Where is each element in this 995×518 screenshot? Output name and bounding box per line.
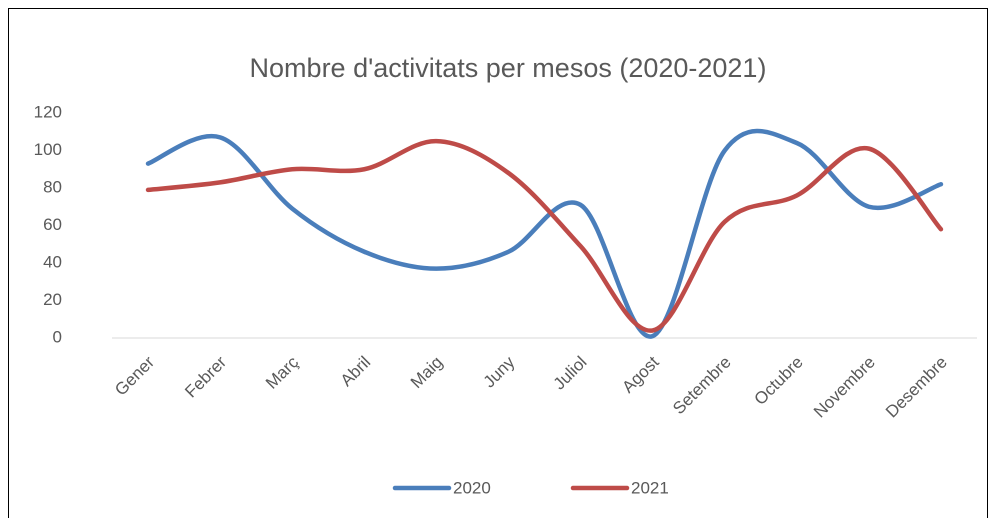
y-tick-label: 60 — [43, 215, 62, 234]
y-tick-label: 120 — [34, 102, 62, 121]
chart-title: Nombre d'activitats per mesos (2020-2021… — [250, 53, 767, 83]
y-tick-label: 100 — [34, 140, 62, 159]
y-tick-label: 80 — [43, 177, 62, 196]
y-tick-label: 40 — [43, 252, 62, 271]
legend-label: 2020 — [453, 478, 491, 497]
legend-label: 2021 — [631, 478, 669, 497]
series-line — [145, 138, 944, 333]
series-line — [145, 128, 944, 339]
y-tick-label: 0 — [53, 327, 62, 346]
y-tick-label: 20 — [43, 290, 62, 309]
chart-frame — [8, 8, 988, 518]
